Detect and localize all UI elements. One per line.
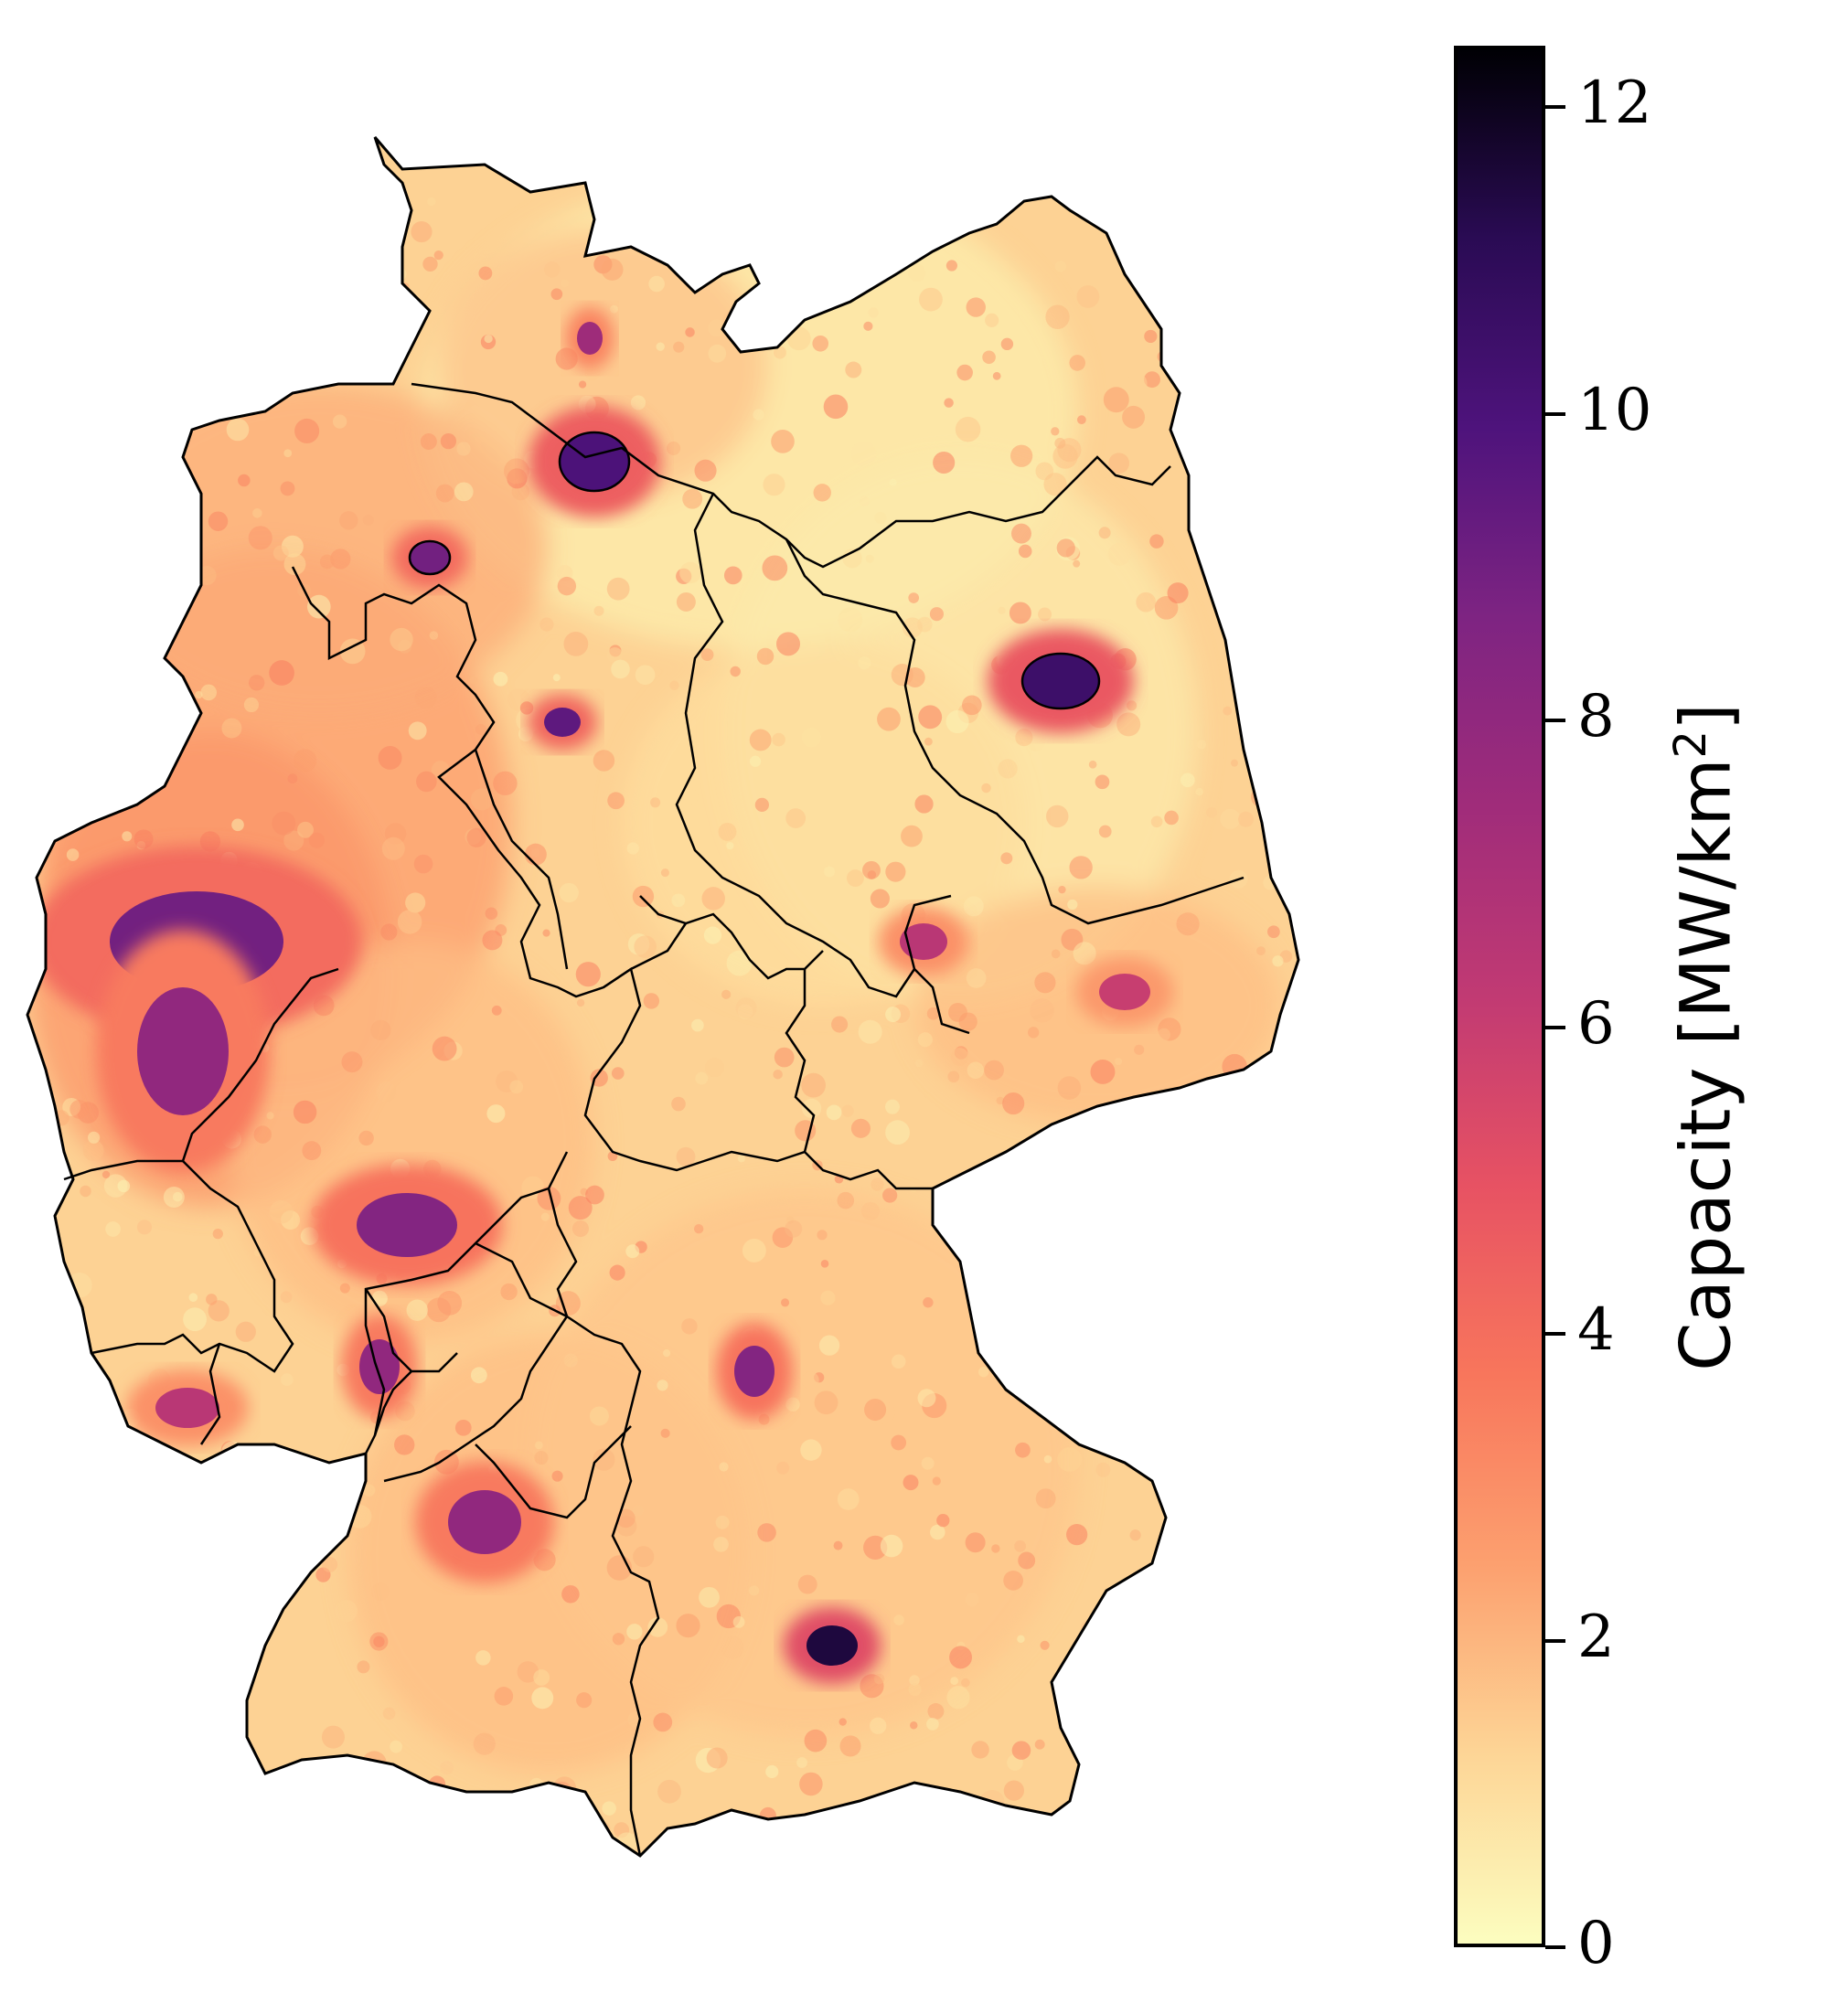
hotspot-bremen: [410, 541, 450, 574]
country-outline: [26, 136, 1300, 1858]
state-border: [291, 566, 688, 998]
capacity-hotspots: [31, 306, 1174, 1684]
hotspot-dresden: [1099, 974, 1150, 1010]
hotspot-hannover: [544, 708, 581, 737]
colorbar-tick: [1545, 1638, 1565, 1643]
hotspot-kiel: [577, 322, 603, 355]
colorbar-label-main: Capacity [MW/km: [1664, 758, 1747, 1371]
state-borders: [63, 382, 1244, 1857]
city-state-border-berlin: [1020, 652, 1101, 710]
hotspot-saarbruecken: [155, 1388, 219, 1428]
state-border: [785, 538, 1244, 925]
hotspot-leipzig: [900, 923, 947, 960]
hotspot-berlin: [1022, 654, 1099, 709]
hotspot-stuttgart: [448, 1490, 521, 1554]
state-border: [675, 493, 970, 1035]
hotspot-hamburg: [560, 432, 629, 491]
hotspot-frankfurt: [357, 1193, 457, 1257]
colorbar-tick: [1545, 1945, 1565, 1949]
colorbar-label-sup: 2: [1665, 730, 1717, 759]
state-border: [91, 1160, 294, 1373]
state-border: [411, 382, 1171, 569]
state-border: [475, 1241, 568, 1318]
state-border: [566, 1315, 660, 1857]
hotspot-mannheim: [359, 1339, 400, 1394]
colorbar-label: Capacity [MW/km2]: [1665, 489, 1747, 1586]
state-border: [373, 1370, 412, 1436]
state-border: [639, 895, 824, 980]
state-border: [63, 967, 339, 1181]
colorbar-tick: [1545, 105, 1565, 110]
colorbar-tick-label: 10: [1577, 376, 1652, 444]
colorbar-tick-label: 6: [1577, 989, 1615, 1058]
state-border: [474, 749, 569, 970]
colorbar: [1454, 46, 1545, 1947]
state-border: [199, 1343, 221, 1445]
colorbar-tick-label: 4: [1577, 1296, 1615, 1365]
capacity-density-fill: [27, 137, 1298, 1856]
colorbar-tick: [1545, 411, 1565, 416]
colorbar-tick-label: 12: [1577, 69, 1652, 138]
city-state-border-bremen: [408, 539, 452, 576]
state-border: [475, 1425, 632, 1519]
state-border: [583, 966, 816, 1172]
colorbar-tick: [1545, 1025, 1565, 1029]
hotspot-munich: [806, 1625, 858, 1666]
city-state-border-hamburg: [558, 431, 631, 493]
map-canvas: [26, 136, 1300, 1858]
state-border: [804, 1151, 933, 1190]
hotspot-cologne: [137, 987, 229, 1115]
colorbar-tick-label: 8: [1577, 683, 1615, 751]
colorbar-label-end: ]: [1664, 703, 1747, 730]
hotspot-nuremberg: [734, 1346, 774, 1397]
colorbar-tick: [1545, 719, 1565, 723]
state-border: [364, 1151, 569, 1454]
state-border: [383, 1188, 578, 1483]
state-border: [903, 894, 952, 970]
colorbar-tick: [1545, 1332, 1565, 1337]
colorbar-tick-label: 2: [1577, 1603, 1615, 1671]
colorbar-tick-label: 0: [1577, 1910, 1615, 1977]
state-border: [364, 1288, 458, 1373]
germany-map: [26, 136, 1300, 1858]
